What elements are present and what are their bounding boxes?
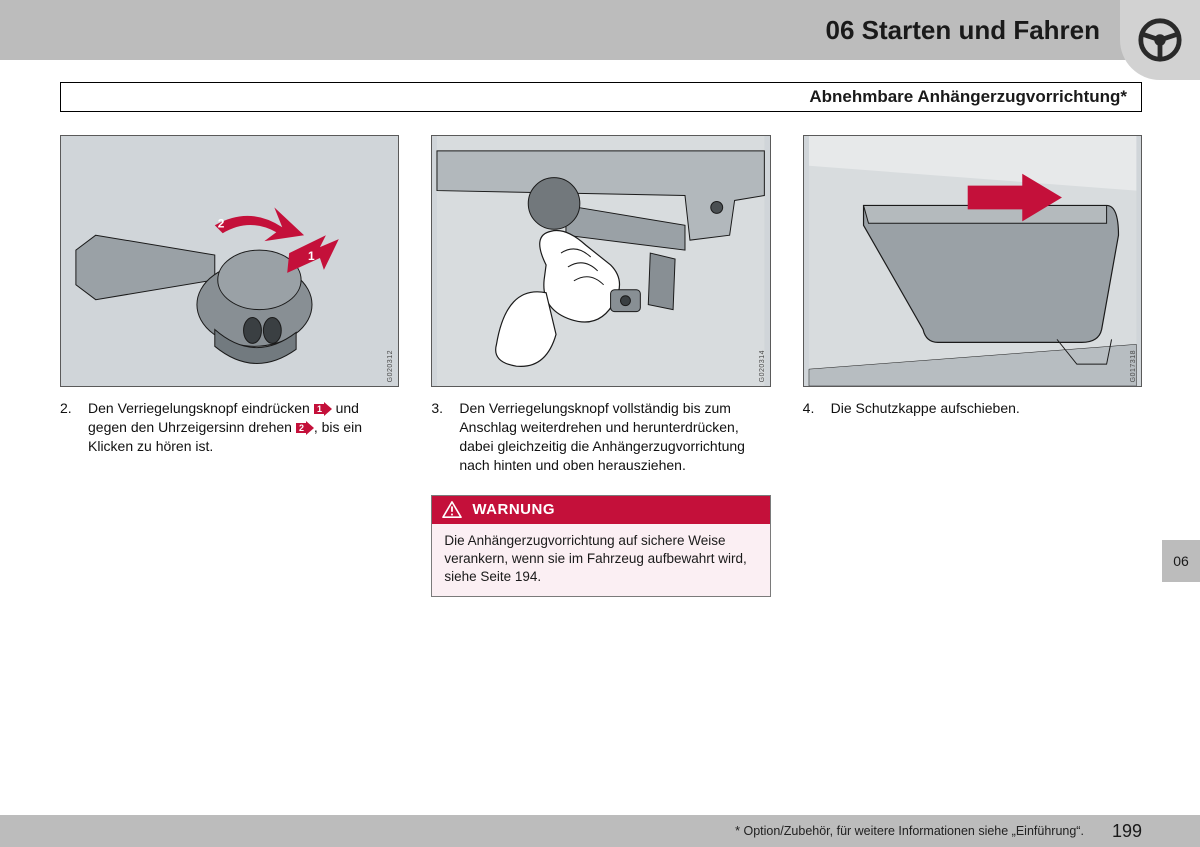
step-number: 4. xyxy=(803,399,819,418)
column-left: 1 2 G020312 2. Den Verriegelungsknopf ei… xyxy=(60,135,399,597)
chapter-side-tab: 06 xyxy=(1162,540,1200,582)
svg-text:1: 1 xyxy=(317,404,322,414)
warning-label: WARNUNG xyxy=(472,501,555,518)
figure-step4: G017318 xyxy=(803,135,1142,387)
warning-box: WARNUNG Die Anhängerzugvorrichtung auf s… xyxy=(431,495,770,598)
marker-2-icon: 2 xyxy=(296,421,314,435)
steering-wheel-icon xyxy=(1120,0,1200,80)
warning-body: Die Anhängerzugvorrichtung auf sichere W… xyxy=(432,524,769,597)
svg-text:2: 2 xyxy=(299,423,304,433)
page-footer: * Option/Zubehör, für weitere Informatio… xyxy=(0,815,1200,847)
step-2: 2. Den Verriegelungsknopf eindrücken 1 u… xyxy=(60,399,399,456)
chapter-header: 06 Starten und Fahren xyxy=(0,0,1200,60)
step-text: Den Verriegelungsknopf vollständig bis z… xyxy=(459,399,770,475)
content-columns: 1 2 G020312 2. Den Verriegelungsknopf ei… xyxy=(60,135,1142,597)
step-number: 2. xyxy=(60,399,76,456)
section-title-bar: Abnehmbare Anhängerzugvorrichtung* xyxy=(60,82,1142,112)
step-4: 4. Die Schutzkappe aufschieben. xyxy=(803,399,1142,418)
step2-text-a: Den Verriegelungsknopf eindrücken xyxy=(88,400,314,416)
figure-code: G020314 xyxy=(759,350,766,382)
figure-code: G020312 xyxy=(387,350,394,382)
svg-text:2: 2 xyxy=(218,216,225,230)
warning-header: WARNUNG xyxy=(432,496,769,524)
column-center: G020314 3. Den Verriegelungsknopf vollst… xyxy=(431,135,770,597)
page-number: 199 xyxy=(1112,821,1142,842)
step-text: Die Schutzkappe aufschieben. xyxy=(831,399,1020,418)
step-number: 3. xyxy=(431,399,447,475)
marker-1-icon: 1 xyxy=(314,402,332,416)
figure-step3: G020314 xyxy=(431,135,770,387)
step-3: 3. Den Verriegelungsknopf vollständig bi… xyxy=(431,399,770,475)
step-text: Den Verriegelungsknopf eindrücken 1 und … xyxy=(88,399,399,456)
side-tab-label: 06 xyxy=(1173,553,1189,569)
column-right: G017318 4. Die Schutzkappe aufschieben. xyxy=(803,135,1142,597)
svg-text:1: 1 xyxy=(308,249,315,263)
section-title: Abnehmbare Anhängerzugvorrichtung* xyxy=(809,87,1127,107)
figure-code: G017318 xyxy=(1130,350,1137,382)
figure-step2: 1 2 G020312 xyxy=(60,135,399,387)
warning-triangle-icon xyxy=(442,501,462,519)
footnote-text: * Option/Zubehör, für weitere Informatio… xyxy=(735,824,1084,838)
chapter-title: 06 Starten und Fahren xyxy=(826,15,1101,46)
